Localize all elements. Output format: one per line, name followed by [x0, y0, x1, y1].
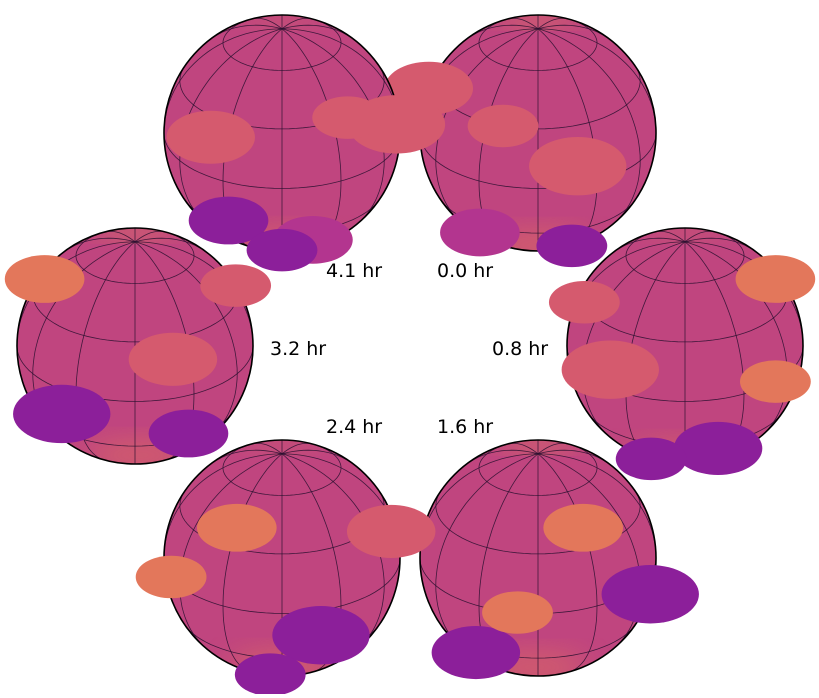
- globe-5: [163, 14, 401, 252]
- time-label-2: 1.6 hr: [437, 416, 494, 438]
- globe-outline: [16, 227, 254, 465]
- time-label-5: 4.1 hr: [326, 260, 383, 282]
- time-label-3: 2.4 hr: [326, 416, 383, 438]
- globe-outline: [419, 439, 657, 677]
- time-label-0: 0.0 hr: [437, 260, 494, 282]
- time-label-4: 3.2 hr: [270, 338, 327, 360]
- time-label-1: 0.8 hr: [492, 338, 549, 360]
